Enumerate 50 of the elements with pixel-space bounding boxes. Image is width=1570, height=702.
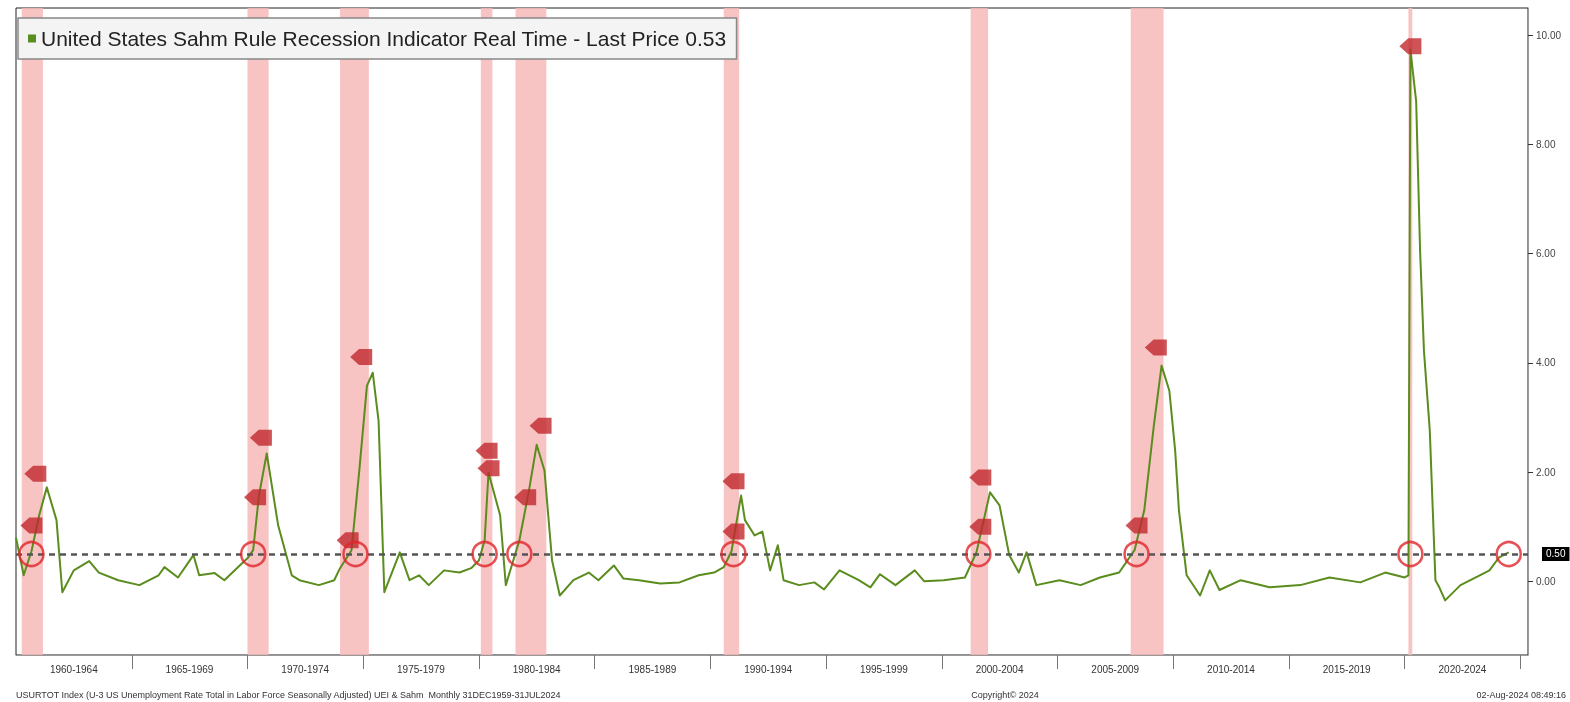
x-tick-label: 2000-2004	[975, 663, 1024, 675]
x-tick-label: 1985-1989	[628, 663, 677, 675]
x-tick-label: 1970-1974	[281, 663, 330, 675]
point	[244, 489, 267, 506]
point	[350, 348, 373, 365]
y-tick-label: 0.00	[1536, 575, 1556, 587]
x-tick-label: 2015-2019	[1322, 663, 1372, 675]
x-tick-label: 1995-1999	[859, 663, 909, 675]
point	[720, 540, 747, 568]
point	[969, 469, 992, 486]
x-tick-label: 1980-1984	[512, 663, 562, 675]
point	[514, 489, 537, 506]
point	[722, 523, 745, 540]
point	[342, 540, 369, 568]
text: USURTOT Index (U-3 US Unemployment Rate Total in Labor Force Seasonally Adjusted) UEI & Sahm Monthly 31DEC1959-31JUL2024	[16, 689, 561, 700]
y-tick-label: 2.00	[1536, 466, 1556, 478]
point	[969, 518, 992, 535]
y-tick-label: 4.00	[1536, 357, 1556, 369]
point	[18, 540, 45, 568]
point	[20, 517, 43, 534]
point	[965, 540, 992, 568]
point	[1144, 339, 1167, 356]
x-tick-label: 1960-1964	[49, 663, 99, 675]
ref-line-label: 0.50	[1546, 548, 1566, 560]
point	[24, 465, 47, 482]
point	[1125, 517, 1148, 534]
text: Copyright© 2024	[971, 689, 1039, 700]
y-tick-label: 10.00	[1536, 29, 1562, 41]
x-tick-label: 2010-2014	[1207, 663, 1256, 675]
point	[722, 473, 745, 490]
point	[1399, 38, 1422, 55]
x-tick-label: 1975-1979	[397, 663, 446, 675]
point	[1397, 540, 1424, 568]
y-tick-label: 6.00	[1536, 248, 1556, 260]
point	[249, 429, 272, 446]
x-tick-label: 2005-2009	[1091, 663, 1140, 675]
x-tick-label: 1990-1994	[744, 663, 793, 675]
point	[529, 417, 552, 434]
point	[1495, 540, 1522, 568]
point	[1123, 540, 1150, 568]
x-tick-label: 1965-1969	[165, 663, 214, 675]
point	[239, 540, 267, 568]
point	[506, 540, 533, 568]
x-tick-label: 2020-2024	[1438, 663, 1487, 675]
point	[475, 442, 498, 459]
point	[477, 460, 500, 477]
text: 02-Aug-2024 08:49:16	[1476, 689, 1566, 700]
y-tick-label: 8.00	[1536, 139, 1556, 150]
point	[471, 540, 498, 568]
legend-label: United States Sahm Rule Recession Indicator Real Time - Last Price 0.53	[41, 27, 727, 50]
